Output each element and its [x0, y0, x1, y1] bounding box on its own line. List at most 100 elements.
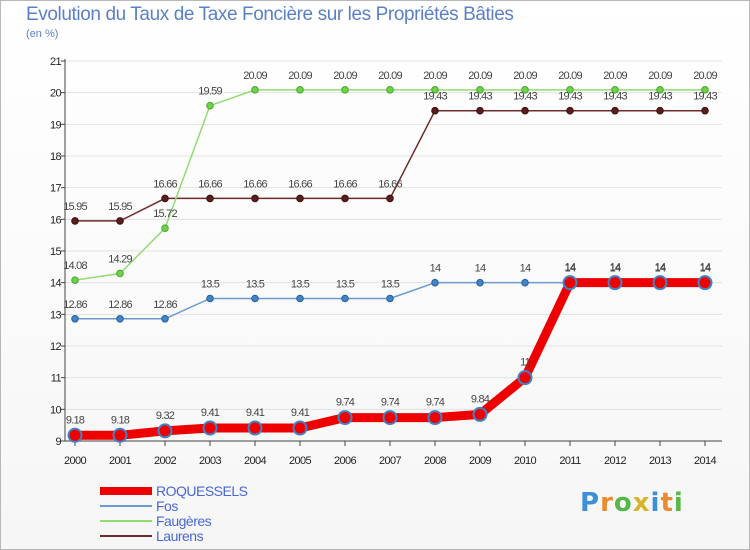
data-label-laurens: 19.43 [648, 91, 672, 103]
data-point-laurens [431, 106, 439, 115]
data-label-laurens: 19.43 [603, 91, 627, 103]
legend-label-roquessels: ROQUESSELS [156, 482, 248, 499]
y-tick-label: 16 [50, 214, 62, 226]
data-label-fos: 13.5 [381, 279, 400, 291]
data-labels: 15.95 15.95 16.66 16.66 16.66 16.66 16.66 16.66… [63, 70, 718, 426]
data-label-roquessels: 14 [655, 262, 666, 274]
x-tick-label: 2013 [649, 455, 672, 467]
logo-letter: o [613, 488, 633, 518]
legend-label-fos: Fos [156, 497, 178, 514]
legend-label-laurens: Laurens [156, 527, 204, 544]
legend-item-laurens: Laurens [100, 527, 247, 544]
data-point-roquessels [112, 427, 128, 443]
data-point-laurens [566, 106, 574, 115]
legend-swatch-laurens [100, 534, 152, 537]
data-label-fos: 13.5 [246, 279, 265, 291]
data-point-faugres [296, 86, 304, 94]
data-point-roquessels [562, 275, 578, 291]
data-label-roquessels: 9.18 [66, 414, 85, 426]
data-point-roquessels [472, 406, 488, 422]
data-label-fos: 14 [655, 263, 666, 275]
data-point-laurens [656, 106, 664, 115]
data-point-roquessels [247, 420, 263, 436]
y-tick-label: 12 [50, 341, 62, 353]
x-tick-label: 2000 [64, 455, 87, 467]
data-point-roquessels [517, 370, 533, 386]
data-point-fos [71, 314, 79, 323]
data-label-roquessels: 9.84 [471, 393, 490, 405]
data-label-faugres: 20.09 [648, 70, 672, 82]
y-tick-label: 9 [55, 436, 61, 448]
data-point-laurens [386, 194, 394, 203]
axes: 9 10 11 12 13 14 15 16 17 18 19 20 21 2000 2001 2002 200… [50, 56, 722, 467]
data-point-laurens [476, 106, 484, 115]
data-label-faugres: 15.72 [153, 208, 177, 220]
x-tick-label: 2004 [244, 455, 267, 467]
x-tick-label: 2001 [109, 455, 132, 467]
data-point-fos [386, 294, 394, 303]
data-label-laurens: 16.66 [378, 178, 402, 190]
data-label-roquessels: 11 [520, 357, 531, 369]
data-label-laurens: 16.66 [153, 178, 177, 190]
data-label-fos: 12.86 [63, 299, 87, 311]
data-label-roquessels: 9.74 [336, 397, 355, 409]
series-lines [67, 86, 713, 443]
data-point-laurens [71, 217, 79, 225]
data-label-faugres: 20.09 [558, 70, 582, 82]
x-tick-label: 2012 [604, 455, 627, 467]
legend-swatch-fos [100, 504, 152, 507]
data-label-faugres: 20.09 [288, 70, 312, 82]
data-label-laurens: 15.95 [108, 201, 132, 213]
data-point-fos [296, 294, 304, 303]
data-point-laurens [161, 194, 169, 203]
y-tick-label: 18 [50, 151, 62, 163]
data-label-laurens: 16.66 [333, 178, 357, 190]
data-point-fos [431, 278, 439, 287]
legend-label-faugeres: Faugères [156, 512, 212, 529]
x-tick-label: 2007 [379, 455, 402, 467]
data-point-faugres [611, 86, 619, 94]
data-point-laurens [341, 194, 349, 203]
data-point-faugres [161, 224, 169, 232]
data-point-roquessels [292, 420, 308, 436]
logo-letter: r [600, 488, 614, 518]
data-point-faugres [656, 86, 664, 94]
data-point-faugres [521, 86, 529, 94]
data-point-roquessels [607, 275, 623, 291]
data-point-faugres [386, 86, 394, 94]
data-point-laurens [611, 106, 619, 115]
legend: ROQUESSELS Fos Faugères Laurens [100, 482, 248, 544]
logo-letter: i [673, 488, 684, 518]
data-label-roquessels: 14 [700, 262, 711, 274]
data-point-fos [251, 294, 259, 303]
data-label-laurens: 16.66 [243, 178, 267, 190]
data-label-faugres: 20.09 [423, 70, 447, 82]
data-label-roquessels: 14 [610, 262, 621, 274]
x-tick-label: 2008 [424, 455, 447, 467]
data-label-roquessels: 9.41 [291, 407, 310, 419]
data-point-fos [341, 294, 349, 303]
data-point-roquessels [157, 423, 173, 439]
data-point-laurens [521, 106, 529, 115]
data-label-fos: 14 [565, 263, 576, 275]
data-label-faugres: 20.09 [513, 70, 537, 82]
chart-subtitle: (en %) [26, 28, 59, 40]
data-point-fos [476, 278, 484, 287]
legend-swatch-faugeres [100, 519, 152, 522]
data-point-roquessels [202, 420, 218, 436]
data-label-faugres: 14.08 [63, 260, 87, 272]
legend-item-fos: Fos [100, 497, 247, 514]
series-line-laurens [74, 109, 706, 222]
data-point-roquessels [697, 275, 713, 291]
logo-letter: x [632, 488, 651, 518]
data-label-laurens: 19.43 [693, 91, 717, 103]
data-label-laurens: 19.43 [558, 91, 582, 103]
data-label-faugres: 20.09 [243, 70, 267, 82]
logo-letter: P [580, 488, 601, 518]
data-point-faugres [71, 276, 79, 284]
data-label-faugres: 20.09 [603, 70, 627, 82]
data-point-laurens [251, 194, 259, 203]
chart-title: Evolution du Taux de Taxe Foncière sur l… [26, 4, 514, 25]
data-point-laurens [701, 106, 709, 115]
